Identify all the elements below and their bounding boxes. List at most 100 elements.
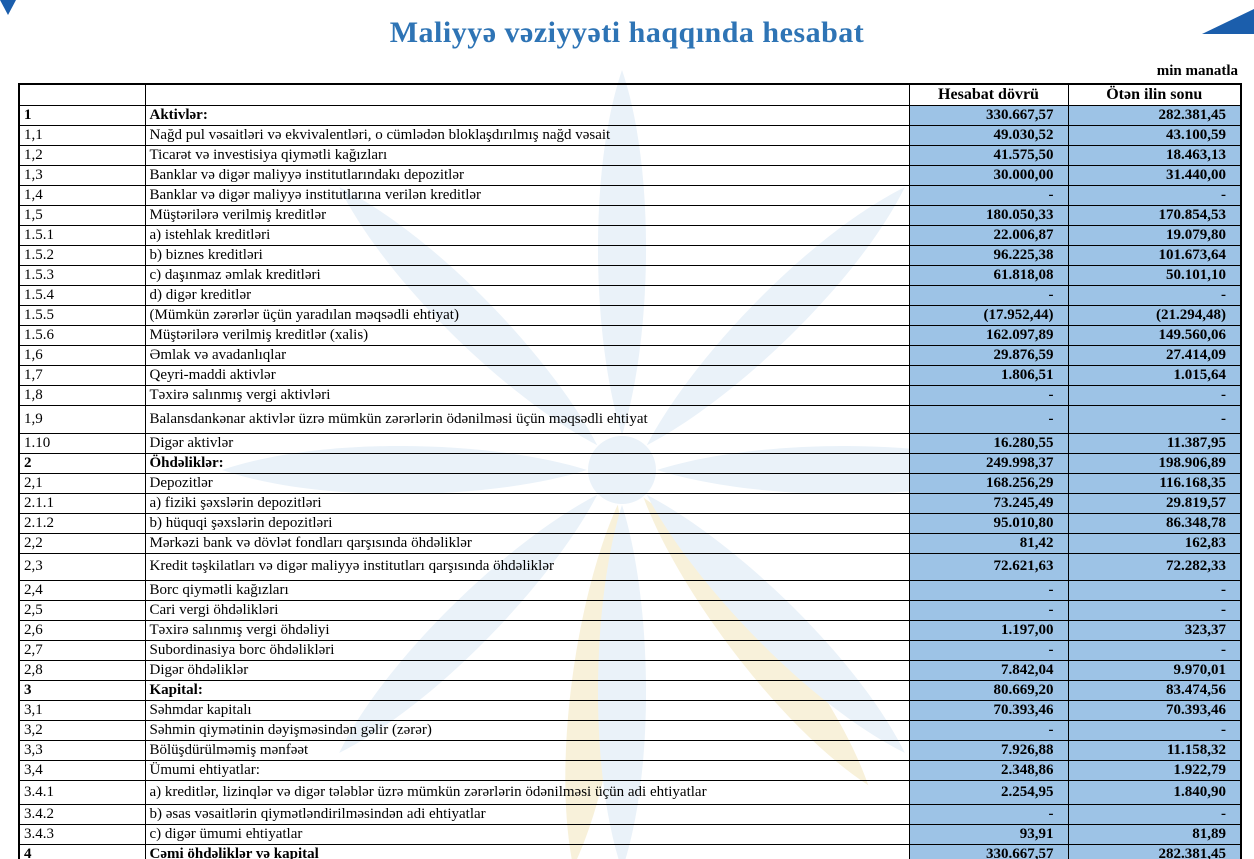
row-number-cell: 3,4	[18, 759, 146, 781]
row-number-cell: 1.5.2	[18, 244, 146, 266]
table-row: 1,3 Banklar və digər maliyyə institutları…	[18, 164, 1242, 186]
row-number-cell: 1,9	[18, 404, 146, 434]
previous-period-cell: -	[1067, 184, 1242, 206]
table-row: 3,1 Səhmdar kapitalı 70.393,46 70.393,46	[18, 699, 1242, 721]
current-period-cell: 95.010,80	[908, 512, 1069, 534]
row-number-cell: 4	[18, 843, 146, 859]
current-period-cell: 29.876,59	[908, 344, 1069, 366]
current-period-cell: 16.280,55	[908, 432, 1069, 454]
description-cell: Borc qiymətli kağızları	[144, 579, 910, 601]
description-cell: b) əsas vəsaitlərin qiymətləndirilməsind…	[144, 803, 910, 825]
current-period-cell: 162.097,89	[908, 324, 1069, 346]
previous-period-cell: 1.922,79	[1067, 759, 1242, 781]
corner-triangle-icon	[0, 0, 16, 15]
table-row: 1,9 Balansdankənar aktivlər üzrə mümkün z…	[18, 404, 1242, 434]
description-cell: Səhmin qiymətinin dəyişməsindən gəlir (z…	[144, 719, 910, 741]
current-period-cell: 81,42	[908, 532, 1069, 554]
previous-period-cell: 1.840,90	[1067, 779, 1242, 805]
row-number-cell: 2,6	[18, 619, 146, 641]
previous-period-cell: 116.168,35	[1067, 472, 1242, 494]
description-cell: a) istehlak kreditləri	[144, 224, 910, 246]
header-previous-period: Ötən ilin sonu	[1067, 83, 1242, 106]
table-row: 2 Öhdəliklər: 249.998,37 198.906,89	[18, 452, 1242, 474]
current-period-cell: 7.842,04	[908, 659, 1069, 681]
current-period-cell: 72.621,63	[908, 552, 1069, 581]
current-period-cell: 80.669,20	[908, 679, 1069, 701]
description-cell: Subordinasiya borc öhdəlikləri	[144, 639, 910, 661]
header-current-period: Hesabat dövrü	[908, 83, 1069, 106]
table-row: 3.4.2 b) əsas vəsaitlərin qiymətləndirilm…	[18, 803, 1242, 825]
previous-period-cell: 282.381,45	[1067, 104, 1242, 126]
table-row: 1,2 Ticarət və investisiya qiymətli kağız…	[18, 144, 1242, 166]
row-number-cell: 1,6	[18, 344, 146, 366]
row-number-cell: 1,8	[18, 384, 146, 406]
previous-period-cell: 149.560,06	[1067, 324, 1242, 346]
row-number-cell: 2	[18, 452, 146, 474]
corner-triangle-icon	[1202, 9, 1254, 34]
description-cell: Kapital:	[144, 679, 910, 701]
description-cell: Təxirə salınmış vergi aktivləri	[144, 384, 910, 406]
row-number-cell: 3.4.3	[18, 823, 146, 845]
previous-period-cell: 323,37	[1067, 619, 1242, 641]
table-row: 3.4.1 a) kreditlər, lizinqlər və digər tə…	[18, 779, 1242, 805]
current-period-cell: -	[908, 384, 1069, 406]
table-row: 1 Aktivlər: 330.667,57 282.381,45	[18, 104, 1242, 126]
description-cell: Digər aktivlər	[144, 432, 910, 454]
table-row: 3.4.3 c) digər ümumi ehtiyatlar 93,91 81,89	[18, 823, 1242, 845]
description-cell: (Mümkün zərərlər üçün yaradılan məqsədli…	[144, 304, 910, 326]
current-period-cell: 30.000,00	[908, 164, 1069, 186]
current-period-cell: 330.667,57	[908, 104, 1069, 126]
header-description-cell	[144, 83, 910, 106]
table-row: 1.5.1 a) istehlak kreditləri 22.006,87 19.0…	[18, 224, 1242, 246]
current-period-cell: -	[908, 719, 1069, 741]
description-cell: Cari vergi öhdəlikləri	[144, 599, 910, 621]
table-row: 1,7 Qeyri-maddi aktivlər 1.806,51 1.015,64	[18, 364, 1242, 386]
description-cell: Digər öhdəliklər	[144, 659, 910, 681]
row-number-cell: 1,5	[18, 204, 146, 226]
description-cell: Qeyri-maddi aktivlər	[144, 364, 910, 386]
row-number-cell: 1,4	[18, 184, 146, 206]
description-cell: Müştərilərə verilmiş kreditlər	[144, 204, 910, 226]
row-number-cell: 2,1	[18, 472, 146, 494]
previous-period-cell: -	[1067, 404, 1242, 434]
previous-period-cell: 101.673,64	[1067, 244, 1242, 266]
current-period-cell: -	[908, 639, 1069, 661]
current-period-cell: -	[908, 599, 1069, 621]
description-cell: Banklar və digər maliyyə institutlarında…	[144, 164, 910, 186]
previous-period-cell: 29.819,57	[1067, 492, 1242, 514]
row-number-cell: 2,7	[18, 639, 146, 661]
description-cell: Səhmdar kapitalı	[144, 699, 910, 721]
row-number-cell: 2,3	[18, 552, 146, 581]
table-row: 3,3 Bölüşdürülməmiş mənfəət 7.926,88 11.158…	[18, 739, 1242, 761]
current-period-cell: 96.225,38	[908, 244, 1069, 266]
previous-period-cell: 83.474,56	[1067, 679, 1242, 701]
financial-position-table: Hesabat dövrü Ötən ilin sonu 1 Aktivlər: 3…	[18, 83, 1242, 859]
previous-period-cell: 162,83	[1067, 532, 1242, 554]
current-period-cell: 180.050,33	[908, 204, 1069, 226]
previous-period-cell: 11.158,32	[1067, 739, 1242, 761]
table-row: 1,1 Nağd pul vəsaitləri və ekvivalentləri…	[18, 124, 1242, 146]
row-number-cell: 3,1	[18, 699, 146, 721]
previous-period-cell: 198.906,89	[1067, 452, 1242, 474]
previous-period-cell: 18.463,13	[1067, 144, 1242, 166]
table-row: 3,4 Ümumi ehtiyatlar: 2.348,86 1.922,79	[18, 759, 1242, 781]
row-number-cell: 1.5.6	[18, 324, 146, 346]
previous-period-cell: 1.015,64	[1067, 364, 1242, 386]
table-row: 2,3 Kredit təşkilatları və digər maliyyə …	[18, 552, 1242, 581]
current-period-cell: -	[908, 803, 1069, 825]
row-number-cell: 2,8	[18, 659, 146, 681]
table-row: 3,2 Səhmin qiymətinin dəyişməsindən gəlir…	[18, 719, 1242, 741]
table-row: 1,5 Müştərilərə verilmiş kreditlər 180.050…	[18, 204, 1242, 226]
table-row: 1,8 Təxirə salınmış vergi aktivləri - -	[18, 384, 1242, 406]
current-period-cell: 249.998,37	[908, 452, 1069, 474]
row-number-cell: 3,3	[18, 739, 146, 761]
row-number-cell: 1,7	[18, 364, 146, 386]
previous-period-cell: 19.079,80	[1067, 224, 1242, 246]
table-row: 1.5.2 b) biznes kreditləri 96.225,38 101.67…	[18, 244, 1242, 266]
table-row: 2,2 Mərkəzi bank və dövlət fondları qarşı…	[18, 532, 1242, 554]
table-row: 1,6 Əmlak və avadanlıqlar 29.876,59 27.414,…	[18, 344, 1242, 366]
description-cell: Bölüşdürülməmiş mənfəət	[144, 739, 910, 761]
row-number-cell: 3.4.1	[18, 779, 146, 805]
row-number-cell: 1.5.1	[18, 224, 146, 246]
current-period-cell: 22.006,87	[908, 224, 1069, 246]
